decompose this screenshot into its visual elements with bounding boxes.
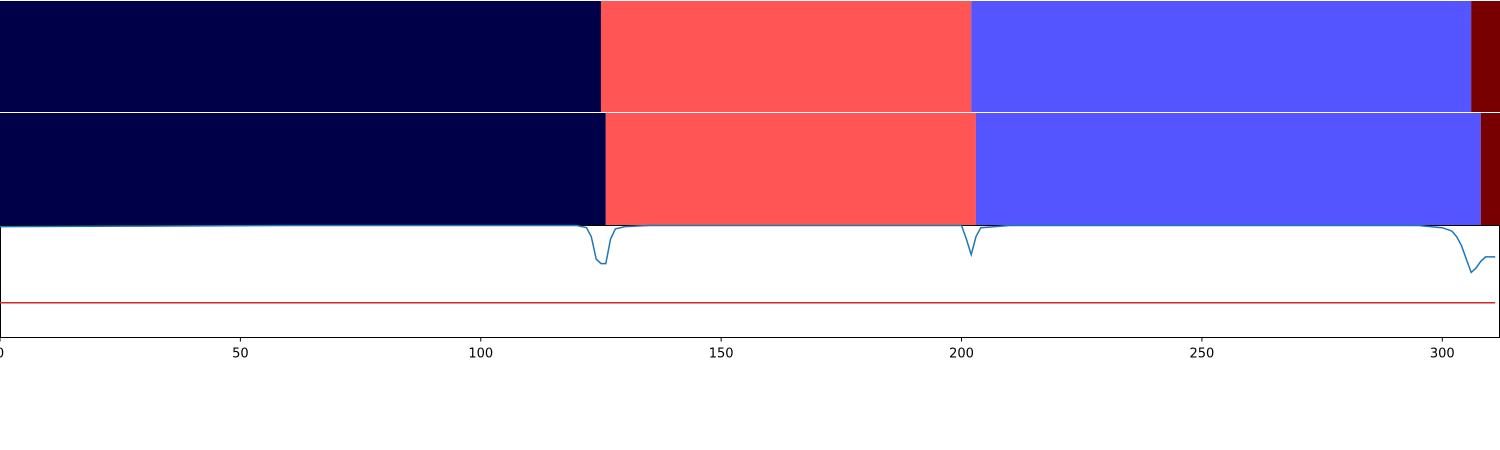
middle-segment-panel: [0, 113, 1500, 225]
top-segment-4: [1471, 1, 1500, 112]
boundary-score-line: [0, 224, 1496, 274]
middle-segment-3: [975, 113, 1481, 225]
x-tick-label: 300: [1430, 347, 1455, 362]
x-axis: 0 50 100 150 200 250 300: [0, 337, 1455, 362]
middle-segment-2: [605, 113, 976, 225]
middle-segment-4: [1480, 113, 1500, 225]
x-tick-label: 200: [949, 347, 974, 362]
x-tick-label: 0: [0, 347, 4, 362]
top-segment-2: [600, 1, 972, 112]
x-tick-label: 150: [709, 347, 734, 362]
top-segment-panel: [0, 1, 1500, 112]
top-segment-1: [0, 1, 601, 112]
x-tick-label: 250: [1190, 347, 1215, 362]
middle-segment-1: [0, 113, 606, 225]
top-segment-3: [971, 1, 1472, 112]
x-tick-label: 50: [232, 347, 249, 362]
bottom-line-panel: 0 50 100 150 200 250 300: [0, 224, 1500, 362]
bottom-panel-frame: [0, 225, 1500, 338]
x-tick-label: 100: [468, 347, 493, 362]
